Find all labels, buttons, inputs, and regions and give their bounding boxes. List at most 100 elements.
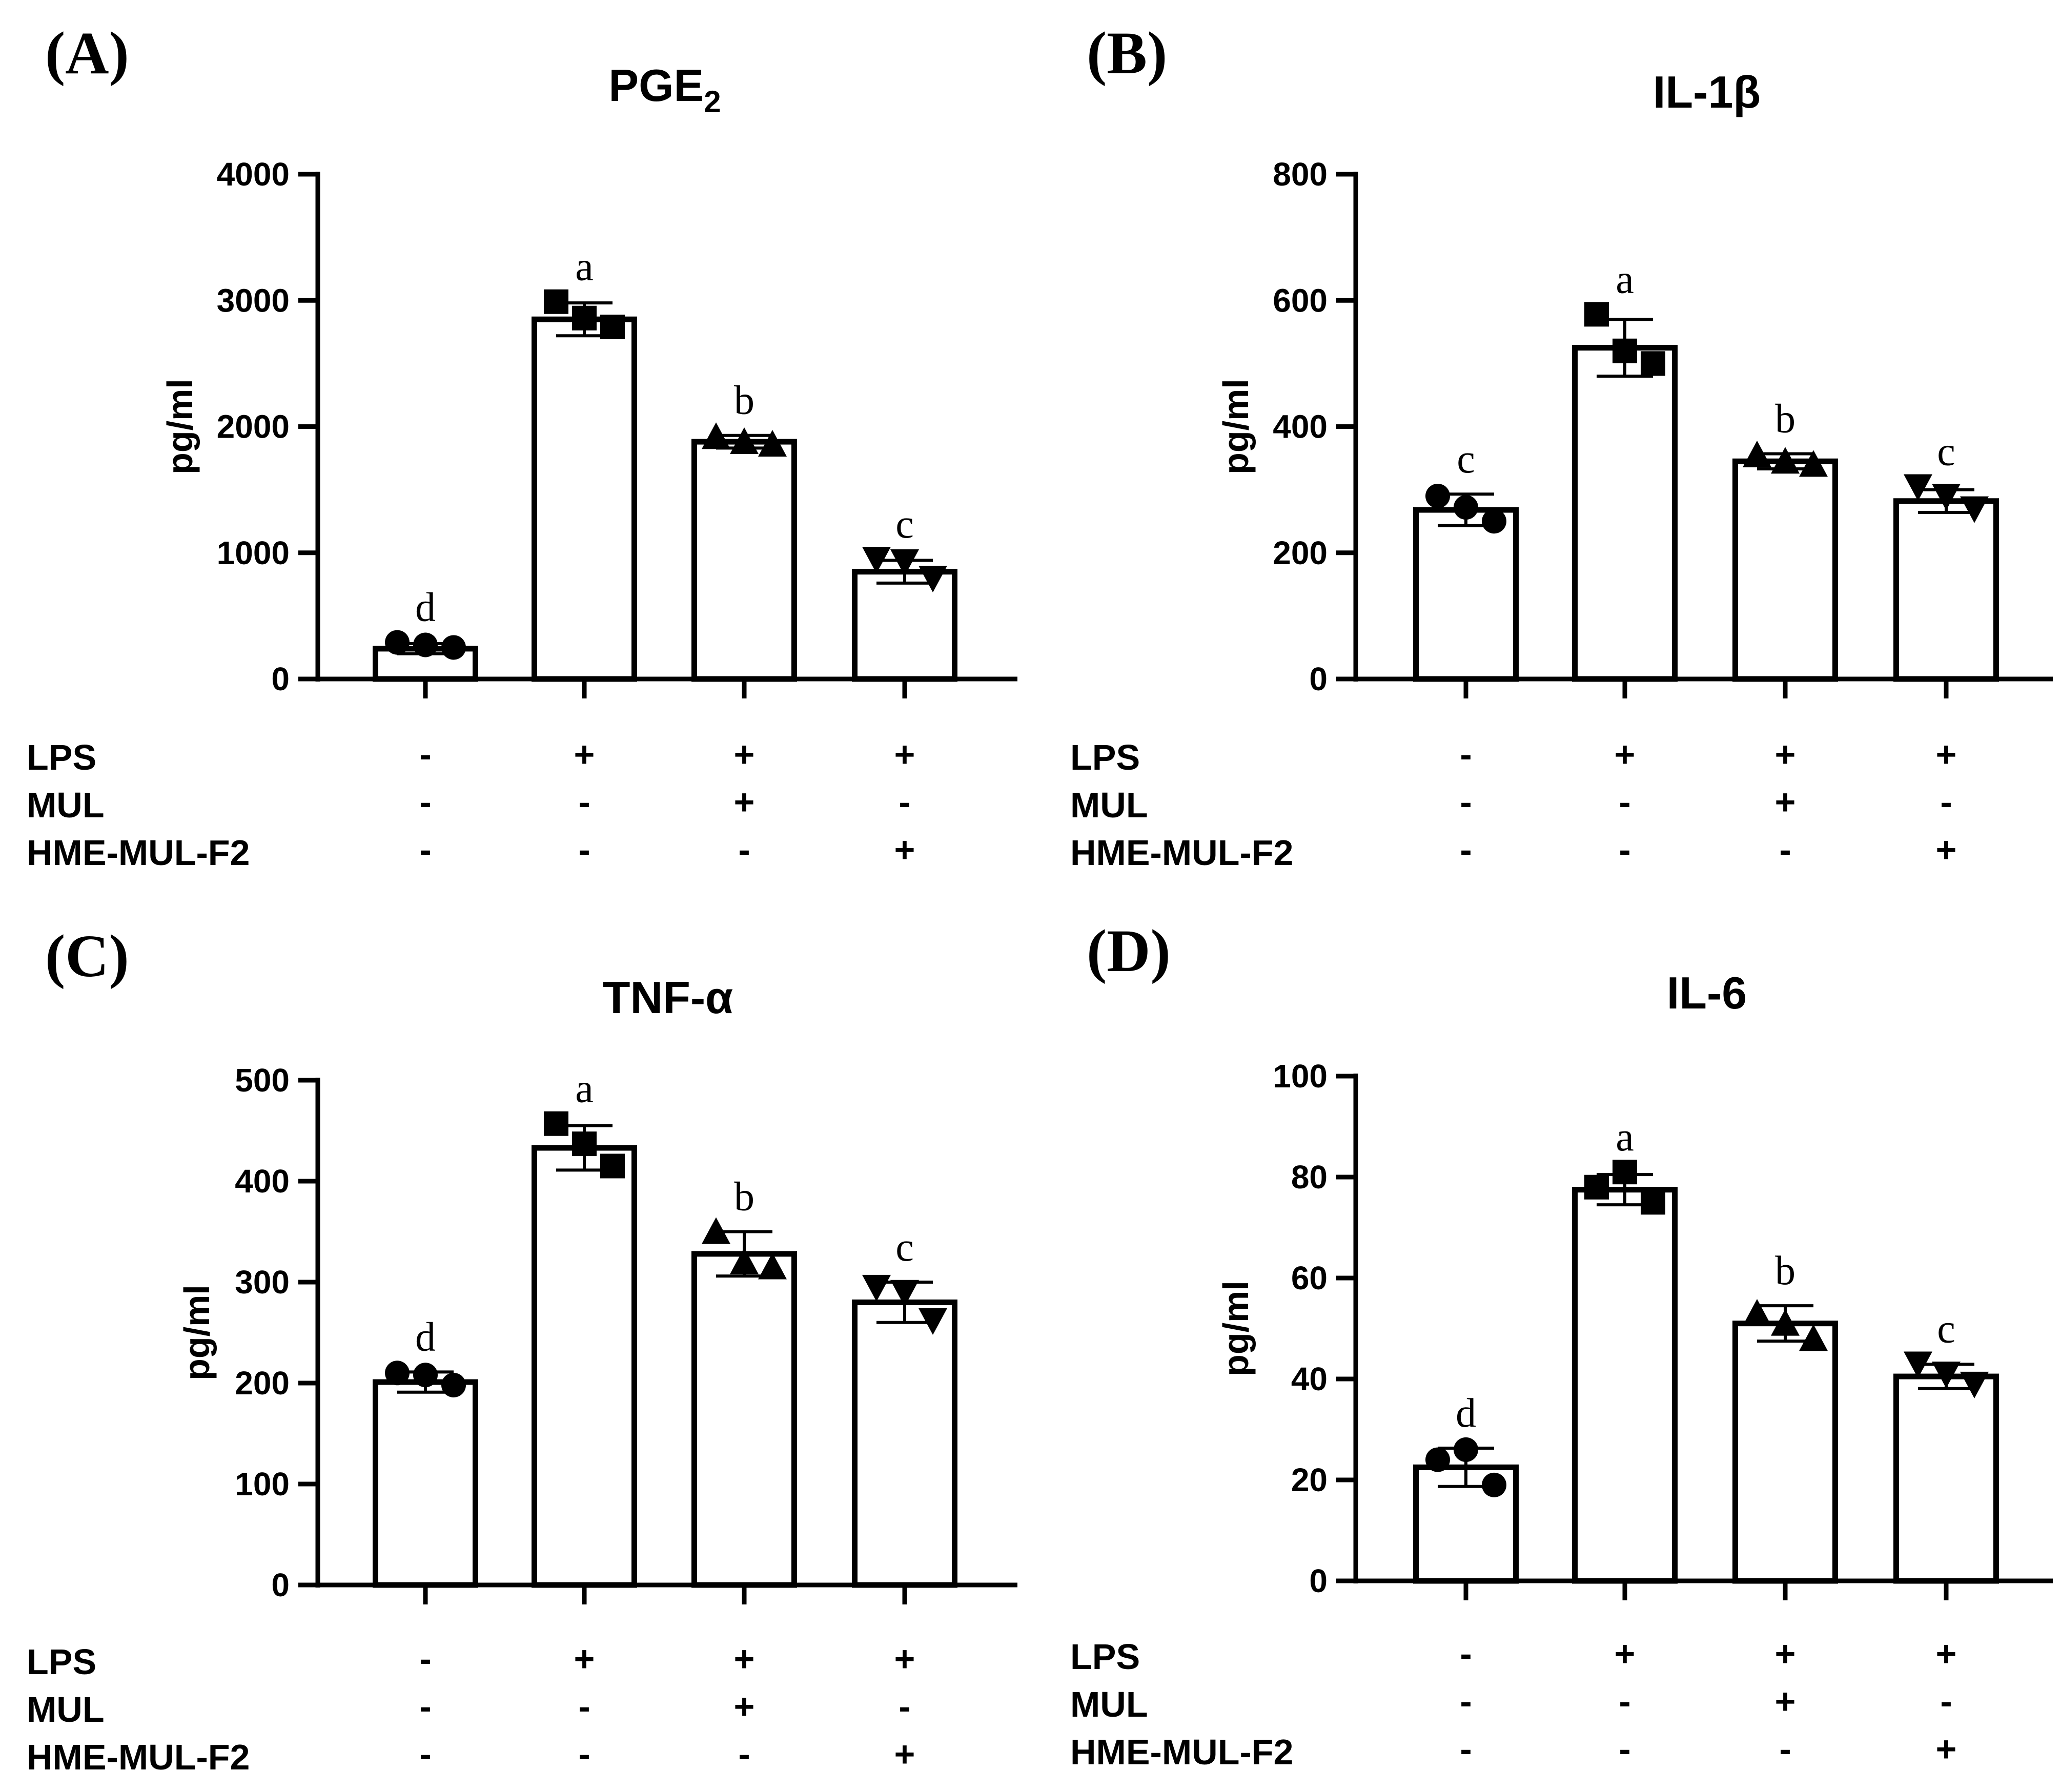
data-point-square [544,1111,568,1136]
y-tick-label: 500 [235,1062,290,1099]
data-point-triangle-up [1771,1309,1800,1336]
treatment-minus: - [578,1686,590,1726]
chart-panel: (A) PGE2 pg/ml 0 1000 2000 3000 4000 d a b c LPS - + + +… [27,19,1017,873]
data-point-circle [1482,509,1506,534]
treatment-plus: + [1775,734,1796,774]
y-tick-label: 200 [235,1365,290,1402]
treatment-minus: - [1460,1681,1472,1721]
treatment-row-label: MUL [1070,785,1148,825]
treatment-plus: + [1936,1634,1957,1674]
treatment-minus: - [899,782,910,822]
data-point-triangle-down [919,566,947,592]
data-point-circle [1482,1472,1506,1497]
treatment-plus: + [1615,1634,1636,1674]
treatment-row-label: MUL [27,785,105,825]
treatment-minus: - [1460,830,1472,870]
data-point-triangle-down [890,1280,919,1307]
significance-letter: b [734,378,754,423]
bar [852,569,957,682]
data-point-circle [1425,483,1450,508]
treatment-minus: - [1619,830,1630,870]
chart-panel: (C) TNF-α pg/ml 0 100 200 300 400 500 d a b c LPS - + + +… [27,922,1017,1777]
y-tick-label: 40 [1291,1361,1328,1397]
y-tick-label: 60 [1291,1260,1328,1296]
treatment-minus: - [419,1734,431,1774]
chart-title-main: IL-1β [1653,67,1761,117]
data-point-triangle-up [1743,1299,1771,1326]
treatment-minus: - [899,1686,910,1726]
y-axis-label: pg/ml [1216,379,1256,475]
treatment-minus: - [578,782,590,822]
bar [1572,345,1678,682]
significance-letter: c [895,502,914,547]
chart-title-main: PGE [608,60,704,111]
data-point-square [572,305,597,331]
treatment-plus: + [1936,1729,1957,1769]
chart-title-subscript: 2 [704,85,721,119]
y-axis-label: pg/ml [177,1285,217,1381]
bar [1893,1373,1999,1584]
y-tick-label: 80 [1291,1159,1328,1196]
data-point-triangle-down [919,1308,947,1335]
data-point-triangle-down [1932,483,1961,510]
significance-letter: a [1616,257,1634,302]
chart-title: IL-1β [1653,67,1761,117]
treatment-plus: + [1775,1681,1796,1721]
treatment-minus: - [1619,1681,1630,1721]
data-point-circle [1454,1437,1478,1462]
y-tick-label: 4000 [217,156,290,193]
treatment-plus: + [894,1734,915,1774]
treatment-row-label: HME-MUL-F2 [1070,833,1293,873]
data-point-circle [1454,495,1478,520]
treatment-minus: - [1779,830,1791,870]
y-axis-label: pg/ml [1216,1281,1256,1376]
treatment-plus: + [734,782,755,822]
treatment-plus: + [1936,830,1957,870]
treatment-minus: - [1779,1729,1791,1769]
data-point-triangle-down [1960,496,1989,523]
treatment-row-label: LPS [27,1642,96,1682]
treatment-minus: - [578,830,590,870]
y-tick-label: 0 [1309,661,1328,697]
significance-letter: d [415,585,436,630]
treatment-minus: - [1460,782,1472,822]
treatment-minus: - [419,1639,431,1679]
data-point-triangle-up [730,1247,759,1274]
data-point-triangle-up [1799,1324,1828,1351]
significance-letter: a [575,1066,594,1111]
treatment-plus: + [894,734,915,774]
y-tick-label: 200 [1273,534,1328,571]
y-tick-label: 0 [271,1567,290,1603]
data-point-triangle-down [1904,474,1932,501]
significance-letter: c [1457,437,1475,482]
data-point-triangle-up [702,422,730,449]
data-point-triangle-down [862,1274,891,1302]
treatment-minus: - [419,1686,431,1726]
bar [852,1299,957,1588]
data-point-square [1584,302,1609,327]
y-tick-label: 400 [1273,408,1328,445]
treatment-row-label: HME-MUL-F2 [1070,1732,1293,1772]
data-point-square [600,314,625,339]
data-point-triangle-down [1904,1351,1932,1378]
treatment-plus: + [1775,782,1796,822]
data-point-square [600,1154,625,1179]
y-axis-label: pg/ml [160,379,200,475]
treatment-minus: - [1619,1729,1630,1769]
data-point-circle [1425,1447,1450,1472]
y-tick-label: 100 [235,1466,290,1502]
significance-letter: c [1937,429,1955,474]
treatment-minus: - [1940,1681,1952,1721]
y-tick-label: 300 [235,1264,290,1301]
data-point-square [1641,1190,1665,1215]
data-point-square [1584,1175,1609,1200]
treatment-minus: - [1619,782,1630,822]
significance-letter: b [734,1175,754,1220]
significance-letter: b [1775,396,1795,441]
y-tick-label: 600 [1273,282,1328,319]
treatment-plus: + [894,830,915,870]
y-tick-label: 0 [271,661,290,697]
significance-letter: b [1775,1248,1795,1293]
data-point-square [1641,351,1665,376]
data-point-circle [385,630,410,655]
